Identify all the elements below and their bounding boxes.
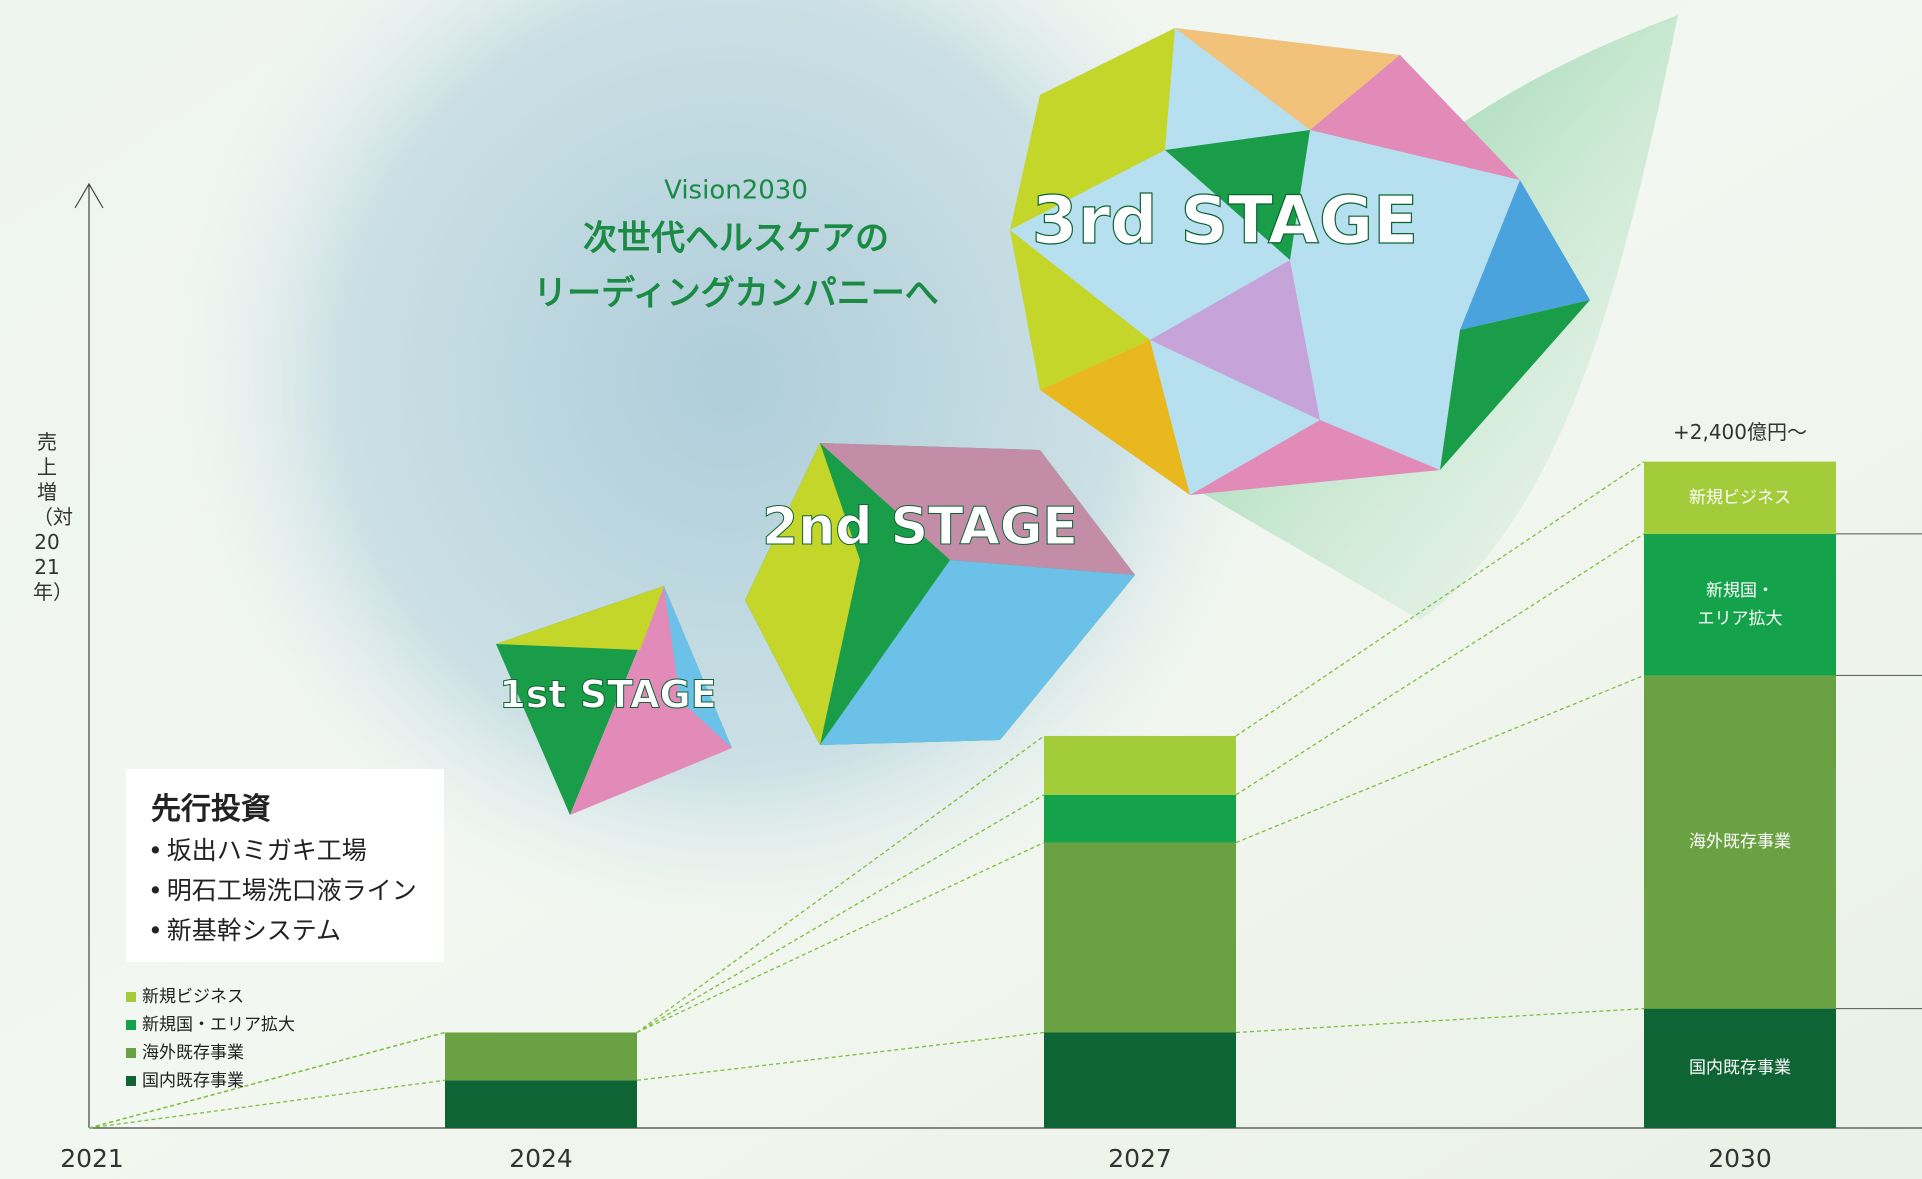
box-item: 新基幹システム bbox=[148, 911, 341, 947]
legend-swatch bbox=[126, 1048, 136, 1058]
legend-label: 新規国・エリア拡大 bbox=[142, 1015, 295, 1035]
legend-swatch bbox=[126, 1076, 136, 1086]
segment-label: 新規ビジネス bbox=[1689, 484, 1791, 512]
bar-segment bbox=[1044, 736, 1236, 795]
legend-swatch bbox=[126, 1020, 136, 1030]
title: リーディングカンパニーへ bbox=[533, 274, 939, 314]
legend-label: 国内既存事業 bbox=[142, 1071, 244, 1091]
y-axis-label: 売上増（対2021年） bbox=[33, 430, 61, 605]
bar-segment bbox=[1044, 843, 1236, 1033]
chart: 1st STAGE 2nd STAGE 3rd STAGE Vision2030… bbox=[0, 0, 1922, 1179]
kicker: Vision2030 bbox=[664, 176, 808, 206]
bar-segment bbox=[445, 1080, 637, 1128]
legend-swatch bbox=[126, 992, 136, 1002]
bar-segment bbox=[1044, 1032, 1236, 1128]
investment-box: 先行投資 坂出ハミガキ工場 明石工場洗口液ライン 新基幹システム bbox=[126, 769, 444, 962]
segment-label: 海外既存事業 bbox=[1689, 828, 1791, 856]
stage-label: 1st STAGE bbox=[499, 673, 716, 717]
x-tick-label: 2021 bbox=[60, 1144, 124, 1173]
box-item: 明石工場洗口液ライン bbox=[148, 871, 417, 907]
box-title: 先行投資 bbox=[151, 784, 271, 828]
title: 次世代ヘルスケアの bbox=[583, 219, 889, 259]
bar-segment bbox=[445, 1032, 637, 1080]
stage-label: 2nd STAGE bbox=[762, 497, 1078, 557]
legend-label: 新規ビジネス bbox=[142, 987, 244, 1007]
legend-label: 海外既存事業 bbox=[142, 1043, 244, 1063]
page: 1st STAGE 2nd STAGE 3rd STAGE Vision2030… bbox=[0, 0, 1922, 1179]
segment-label: 国内既存事業 bbox=[1689, 1054, 1791, 1082]
stage-label: 3rd STAGE bbox=[1032, 182, 1418, 259]
segment-label: 新規国・ エリア拡大 bbox=[1698, 577, 1783, 633]
annotation: +2,400億円〜 bbox=[1673, 420, 1807, 444]
x-tick-label: 2024 bbox=[509, 1144, 573, 1173]
x-tick-label: 2030 bbox=[1708, 1144, 1772, 1173]
x-tick-label: 2027 bbox=[1108, 1144, 1172, 1173]
box-item: 坂出ハミガキ工場 bbox=[148, 831, 367, 867]
bar-segment bbox=[1044, 795, 1236, 843]
